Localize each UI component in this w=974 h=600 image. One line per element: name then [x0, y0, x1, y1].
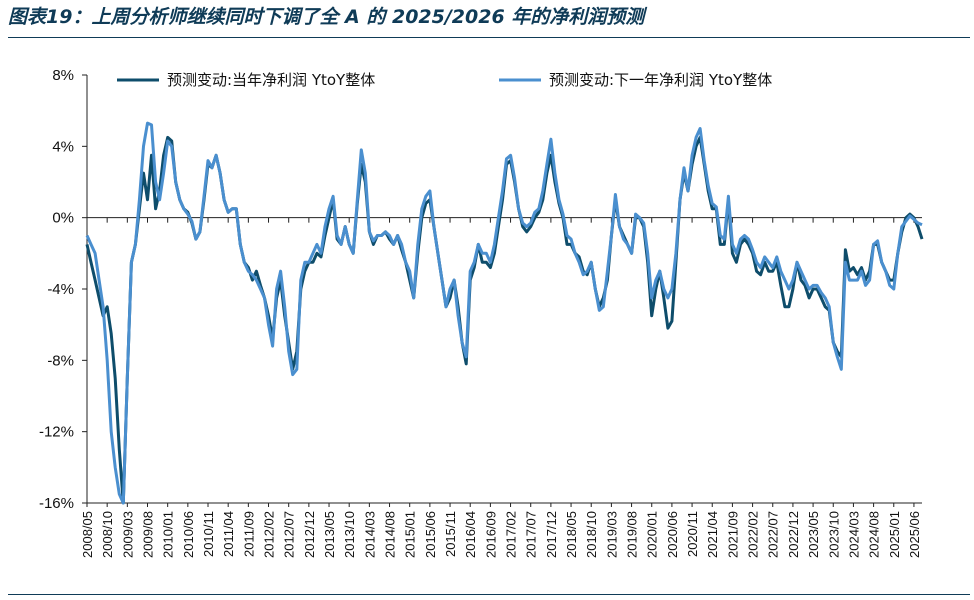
- y-tick-label: -12%: [39, 424, 74, 441]
- x-tick-label: 2025/01: [887, 511, 902, 558]
- title-rule: [8, 37, 970, 38]
- series-line-2: [85, 121, 923, 505]
- y-tick-label: 8%: [52, 67, 74, 84]
- x-tick-label: 2023/05: [806, 511, 821, 558]
- x-tick-label: 2017/07: [524, 511, 539, 558]
- x-tick-label: 2008/05: [80, 511, 95, 558]
- x-tick-label: 2021/09: [725, 511, 740, 558]
- x-tick-label: 2015/01: [403, 511, 418, 558]
- x-tick-label: 2010/06: [181, 511, 196, 558]
- x-tick-label: 2016/04: [463, 511, 478, 558]
- x-tick-label: 2019/03: [604, 511, 619, 558]
- y-tick-label: -4%: [47, 281, 74, 298]
- x-tick-label: 2012/12: [302, 511, 317, 558]
- series-group: [85, 121, 924, 505]
- x-tick-label: 2020/11: [685, 511, 700, 557]
- chart-title: 图表19：上周分析师继续同时下调了全 A 的 2025/2026 年的净利润预测: [8, 6, 645, 28]
- axes: 8% 4% 0% -4% -8% -12% -16% 2008/05 2008/10 2009/0…: [39, 67, 922, 558]
- x-tick-label: 2015/11: [443, 511, 458, 557]
- x-tick-label: 2011/04: [221, 511, 236, 557]
- x-tick-label: 2022/07: [766, 511, 781, 558]
- x-tick-label: 2013/10: [342, 511, 357, 558]
- x-tick-label: 2009/03: [120, 511, 135, 558]
- x-tick-label: 2017/12: [544, 511, 559, 558]
- x-tick-label: 2019/08: [625, 511, 640, 558]
- x-tick-label: 2014/08: [383, 511, 398, 558]
- x-tick-label: 2020/06: [665, 511, 680, 558]
- zero-line: [86, 217, 922, 223]
- x-tick-label: 2020/01: [645, 511, 660, 558]
- x-tick-label: 2014/03: [362, 511, 377, 558]
- x-tick-label: 2018/05: [564, 511, 579, 558]
- x-tick-label: 2024/08: [867, 511, 882, 558]
- x-tick-label: 2025/06: [907, 511, 922, 558]
- x-tick-label: 2010/11: [201, 511, 216, 557]
- x-tick-label: 2024/03: [846, 511, 861, 558]
- x-tick-label: 2015/06: [423, 511, 438, 558]
- x-tick-label: 2016/09: [483, 511, 498, 558]
- x-tick-label: 2012/02: [262, 511, 277, 558]
- x-tick-label: 2008/10: [100, 511, 115, 558]
- x-tick-label: 2023/10: [826, 511, 841, 558]
- x-tick-label: 2022/12: [786, 511, 801, 558]
- x-tick-label: 2011/09: [241, 511, 256, 557]
- x-tick-label: 2009/08: [141, 511, 156, 558]
- legend-label-1: 预测变动:当年净利润 YtoY整体: [167, 71, 375, 89]
- series-line-1: [85, 135, 924, 505]
- legend: 预测变动:当年净利润 YtoY整体 预测变动:下一年净利润 YtoY整体: [117, 71, 772, 89]
- y-tick-label: 4%: [52, 138, 74, 155]
- legend-label-2: 预测变动:下一年净利润 YtoY整体: [549, 71, 772, 89]
- x-tick-label: 2018/10: [584, 511, 599, 558]
- x-tick-label: 2022/02: [746, 511, 761, 558]
- y-tick-label: -16%: [39, 495, 74, 512]
- bottom-rule: [8, 594, 970, 595]
- x-tick-label: 2013/05: [322, 511, 337, 558]
- x-tick-label: 2012/07: [282, 511, 297, 558]
- y-tick-label: -8%: [47, 352, 74, 369]
- x-tick-label: 2010/01: [161, 511, 176, 558]
- y-tick-label: 0%: [52, 210, 74, 227]
- x-tick-label: 2021/04: [705, 511, 720, 558]
- x-tick-label: 2017/02: [504, 511, 519, 558]
